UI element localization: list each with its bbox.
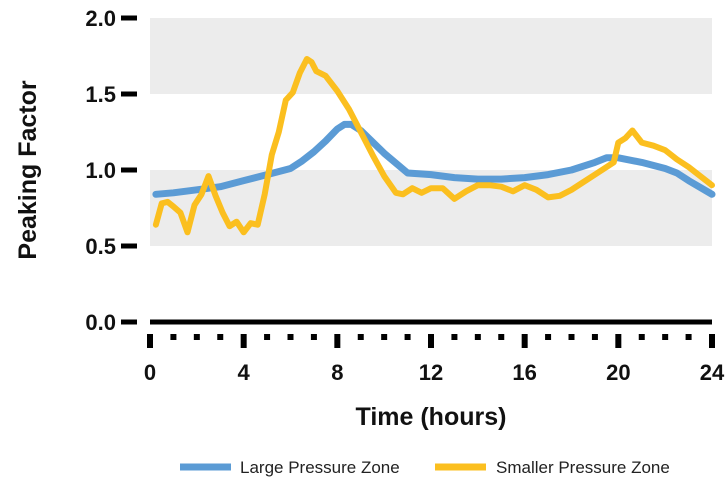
x-axis-title: Time (hours): [356, 403, 507, 431]
y-tick-label: 0.0: [85, 310, 116, 335]
y-tick-label: 2.0: [85, 6, 116, 31]
legend-label: Large Pressure Zone: [240, 458, 400, 477]
x-tick-label: 12: [419, 360, 443, 385]
x-tick-minor: [193, 334, 200, 340]
x-tick-label: 4: [238, 360, 251, 385]
y-tick-label: 1.5: [85, 82, 116, 107]
x-tick-minor: [217, 334, 224, 340]
x-tick-label: 24: [700, 360, 725, 385]
x-tick-minor: [381, 334, 388, 340]
x-tick-minor: [287, 334, 294, 340]
x-tick-minor: [357, 334, 364, 340]
x-tick-minor: [451, 334, 458, 340]
x-tick-minor: [685, 334, 692, 340]
y-axis-title: Peaking Factor: [14, 80, 42, 259]
x-tick-minor: [591, 334, 598, 340]
x-tick-minor: [170, 334, 177, 340]
legend-label: Smaller Pressure Zone: [496, 458, 670, 477]
y-tick-label: 0.5: [85, 234, 116, 259]
x-tick-minor: [498, 334, 505, 340]
x-tick-minor: [662, 334, 669, 340]
series-lines: [152, 56, 716, 236]
x-tick-minor: [264, 334, 271, 340]
x-tick-minor: [638, 334, 645, 340]
y-tick-label: 1.0: [85, 158, 116, 183]
x-tick-minor: [404, 334, 411, 340]
x-tick-minor: [568, 334, 575, 340]
series-line-2: [152, 56, 715, 236]
x-tick-minor: [310, 334, 317, 340]
x-tick-label: 16: [512, 360, 536, 385]
x-tick-label: 8: [331, 360, 343, 385]
x-tick-label: 0: [144, 360, 156, 385]
x-tick-minor: [545, 334, 552, 340]
background-band: [150, 18, 712, 94]
y-axis: 0.0 0.5 1.0 1.5 2.0: [85, 6, 137, 335]
x-axis: 0 4 8 12 16 20 24: [144, 319, 725, 385]
x-tick-minor: [474, 334, 481, 340]
legend: Large Pressure Zone Smaller Pressure Zone: [180, 458, 670, 477]
x-tick-label: 20: [606, 360, 630, 385]
